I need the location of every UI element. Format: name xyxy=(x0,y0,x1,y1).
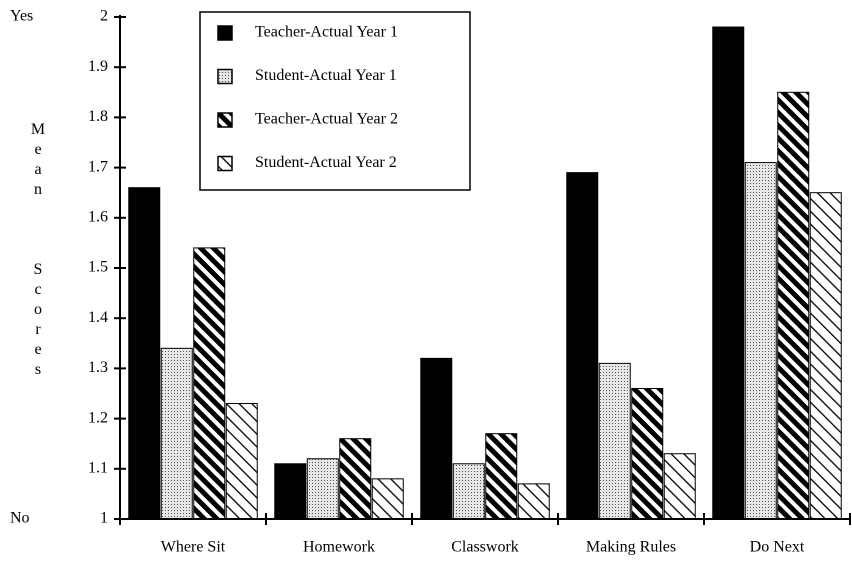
y-tick-label: 1.8 xyxy=(88,108,108,125)
bar xyxy=(485,433,518,520)
bar xyxy=(193,247,226,520)
y-tick-label: 1.3 xyxy=(88,359,108,376)
bar xyxy=(598,362,631,520)
legend-label: Student-Actual Year 1 xyxy=(255,67,397,84)
y-tick-label: 1 xyxy=(100,510,108,527)
y-tick-label: 1.6 xyxy=(88,208,108,225)
legend-swatch xyxy=(217,68,233,85)
y-top-annotation: Yes xyxy=(10,8,33,25)
legend-label: Teacher-Actual Year 1 xyxy=(255,24,398,41)
y-tick-label: 1.1 xyxy=(88,459,108,476)
legend-swatch xyxy=(217,25,233,41)
y-tick-label: 1.9 xyxy=(88,58,108,75)
x-tick-label: Homework xyxy=(303,539,375,556)
bar xyxy=(744,162,777,520)
bar xyxy=(809,192,842,520)
bar xyxy=(306,458,339,520)
bar xyxy=(225,403,258,520)
bar xyxy=(517,483,550,520)
legend-box xyxy=(199,11,471,191)
x-tick-label: Do Next xyxy=(750,539,805,556)
legend-swatch xyxy=(217,112,233,128)
bar xyxy=(631,387,664,520)
bar xyxy=(371,478,404,520)
x-tick-label: Where Sit xyxy=(161,539,226,556)
bar xyxy=(452,463,485,520)
bar xyxy=(566,172,599,520)
legend-swatch xyxy=(217,155,233,172)
bar xyxy=(339,438,372,520)
bar xyxy=(128,187,161,520)
bar xyxy=(777,91,810,520)
y-tick-label: 1.5 xyxy=(88,259,108,276)
x-tick-label: Making Rules xyxy=(586,539,676,556)
bar xyxy=(274,463,307,520)
x-tick-label: Classwork xyxy=(451,539,519,556)
bar xyxy=(663,453,696,520)
y-tick-label: 1.2 xyxy=(88,409,108,426)
y-tick-label: 2 xyxy=(100,8,108,25)
y-bottom-annotation: No xyxy=(10,510,30,527)
y-tick-label: 1.7 xyxy=(88,158,108,175)
bar xyxy=(160,347,193,520)
legend-label: Student-Actual Year 2 xyxy=(255,154,397,171)
bar xyxy=(712,26,745,520)
bar xyxy=(420,357,453,520)
legend-label: Teacher-Actual Year 2 xyxy=(255,111,398,128)
y-tick-label: 1.4 xyxy=(88,309,108,326)
